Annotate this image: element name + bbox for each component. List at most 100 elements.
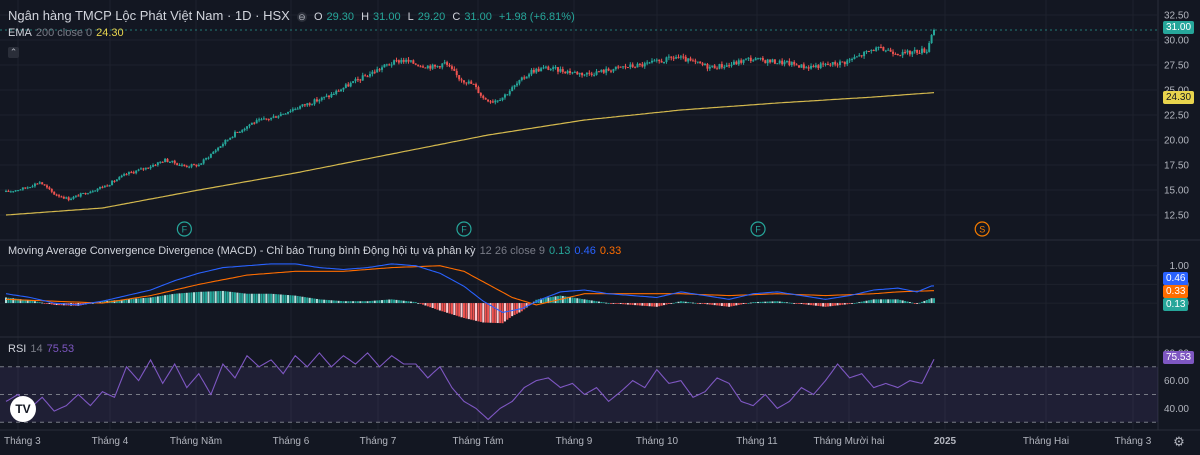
macd-hist-bar <box>581 298 584 304</box>
candle-body <box>807 67 810 69</box>
macd-hist-bar <box>465 303 468 319</box>
macd-legend[interactable]: Moving Average Convergence Divergence (M… <box>8 245 625 257</box>
macd-hist-bar <box>267 293 270 304</box>
macd-hist-bar <box>441 303 444 312</box>
candle-body <box>171 160 174 162</box>
macd-hist-bar <box>629 303 632 305</box>
macd-hist-bar <box>12 298 15 304</box>
macd-hist-bar <box>373 300 376 304</box>
candle-body <box>421 66 424 68</box>
candle-body <box>723 66 726 68</box>
macd-hist-bar <box>5 297 7 304</box>
macd-hist-bar <box>115 300 118 304</box>
macd-hist-bar <box>822 303 825 307</box>
macd-hist-bar <box>200 291 203 304</box>
ema-legend[interactable]: EMA 200 close 0 24.30 <box>8 27 128 39</box>
candle-body <box>296 108 299 110</box>
macd-hist-bar <box>426 303 429 307</box>
candle-body <box>617 66 620 68</box>
macd-hist-bar <box>50 303 53 305</box>
macd-hist-bar <box>691 302 694 304</box>
macd-hist-bar <box>330 300 333 304</box>
candle-body <box>60 196 63 198</box>
macd-hist-bar <box>773 301 776 304</box>
candle-body <box>824 63 827 65</box>
macd-hist-bar <box>814 303 817 306</box>
macd-hist-bar <box>576 298 579 304</box>
macd-hist-bar <box>323 299 326 304</box>
open-value: 29.30 <box>326 11 355 23</box>
macd-hist-bar <box>139 298 142 304</box>
tradingview-logo-icon[interactable]: TV <box>10 396 36 422</box>
candle-body <box>306 103 309 106</box>
macd-hist-bar <box>793 303 796 304</box>
hide-legend-icon[interactable]: ⊖ <box>296 12 307 23</box>
candle-body <box>516 83 519 86</box>
candle-body <box>622 66 625 68</box>
candle-body <box>344 84 347 88</box>
candle-body <box>402 59 405 62</box>
candle-body <box>130 172 133 174</box>
time-tick-label: Tháng Hai <box>1023 436 1069 447</box>
candle-body <box>588 72 591 74</box>
macd-hist-bar <box>593 300 596 304</box>
macd-hist-bar <box>173 293 176 304</box>
macd-hist-bar <box>585 299 588 304</box>
macd-hist-bar <box>202 291 205 304</box>
candle-body <box>118 177 121 180</box>
macd-hist-bar <box>137 298 140 304</box>
macd-hist-bar <box>446 303 449 313</box>
candle-body <box>788 60 791 66</box>
candle-body <box>147 167 150 169</box>
macd-hist-bar <box>335 300 338 304</box>
candle-body <box>653 60 656 62</box>
candle-body <box>631 64 634 67</box>
macd-hist-bar <box>641 303 644 306</box>
macd-hist-bar <box>171 294 174 304</box>
macd-hist-bar <box>911 302 914 304</box>
macd-hist-bar <box>120 299 123 304</box>
macd-hist-bar <box>475 303 478 321</box>
macd-hist-bar <box>858 302 861 304</box>
candle-body <box>364 75 367 77</box>
candle-body <box>506 94 509 96</box>
financial-event-marker: F <box>750 221 766 237</box>
macd-hist-bar <box>612 303 615 304</box>
time-axis[interactable]: Tháng 3 Tháng 4 Tháng Năm Tháng 6 Tháng 7 Thá… <box>4 436 1152 447</box>
macd-hist-bar <box>925 300 928 304</box>
rsi-legend[interactable]: RSI 14 75.53 <box>8 343 78 355</box>
macd-hist-bar <box>368 301 371 304</box>
candle-body <box>123 174 126 176</box>
macd-hist-bar <box>458 303 461 317</box>
candle-body <box>152 165 155 167</box>
ema-line-layer <box>5 92 935 216</box>
candle-body <box>911 51 914 55</box>
macd-hist-bar <box>393 299 396 304</box>
macd-hist-bar <box>36 301 39 304</box>
candle-body <box>407 59 410 62</box>
candle-body <box>226 139 229 141</box>
candle-body <box>841 61 844 63</box>
candle-body <box>648 62 651 64</box>
candle-body <box>665 57 668 62</box>
collapse-legend-button[interactable]: ⌃ <box>8 44 19 62</box>
candle-body <box>737 60 740 65</box>
macd-hist-bar <box>899 299 902 304</box>
macd-hist-bar <box>569 297 572 304</box>
candle-body <box>475 84 478 88</box>
macd-params: 12 26 close 9 <box>479 245 545 257</box>
macd-hist-bar <box>443 303 446 313</box>
macd-hist-bar <box>231 292 234 304</box>
candle-body <box>29 187 32 189</box>
macd-hist-bar <box>848 303 851 304</box>
candle-body <box>325 95 328 97</box>
candle-body <box>272 116 275 118</box>
macd-hist-bar <box>860 301 863 304</box>
gear-icon[interactable]: ⚙ <box>1173 434 1185 449</box>
macd-hist-bar <box>241 293 244 304</box>
symbol-title[interactable]: Ngân hàng TMCP Lộc Phát Việt Nam · 1D · … <box>8 8 290 23</box>
candle-body <box>48 187 51 189</box>
candle-body <box>769 59 772 63</box>
candle-body <box>528 74 531 77</box>
